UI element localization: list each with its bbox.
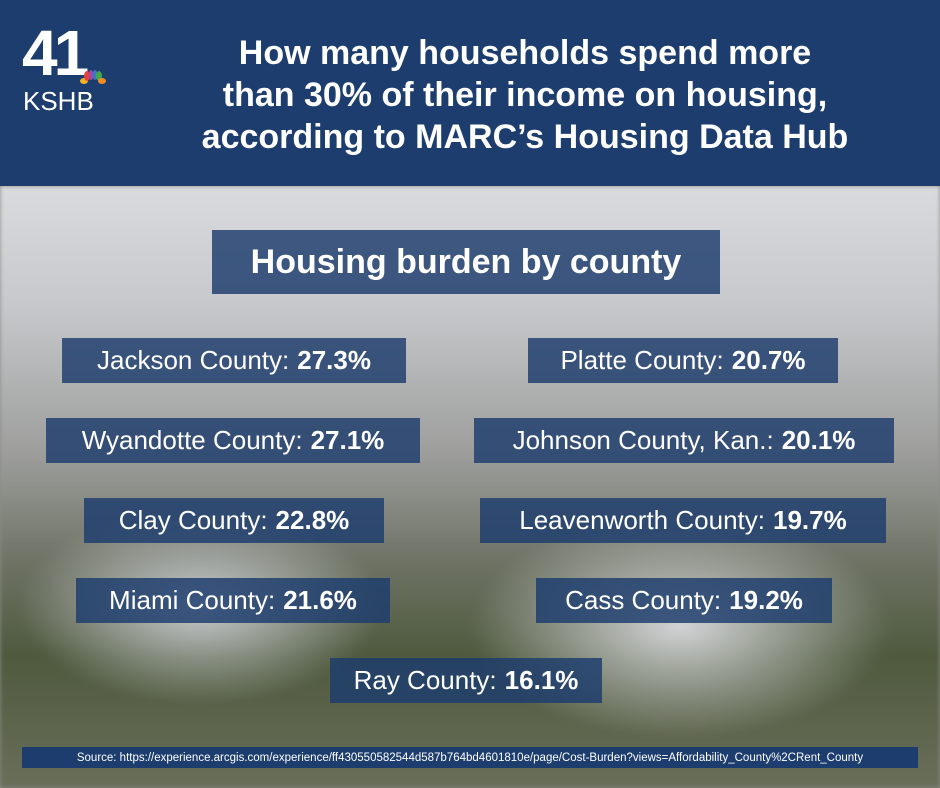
county-miami: Miami County: 21.6% [76, 578, 390, 623]
county-wyandotte: Wyandotte County: 27.1% [46, 418, 420, 463]
county-platte: Platte County: 20.7% [528, 338, 838, 383]
source-citation: Source: https://experience.arcgis.com/ex… [22, 747, 918, 768]
kshb-logo: 41 KSHB [20, 17, 110, 116]
county-jackson: Jackson County: 27.3% [62, 338, 406, 383]
nbc-peacock-icon [80, 70, 106, 84]
county-johnson: Johnson County, Kan.: 20.1% [474, 418, 894, 463]
header: 41 KSHB How many households spend more t… [0, 0, 940, 186]
subtitle: Housing burden by county [212, 230, 720, 294]
county-cass: Cass County: 19.2% [536, 578, 832, 623]
county-leavenworth: Leavenworth County: 19.7% [480, 498, 886, 543]
headline: How many households spend more than 30% … [201, 34, 849, 156]
county-clay: Clay County: 22.8% [84, 498, 384, 543]
county-ray: Ray County: 16.1% [330, 658, 602, 703]
